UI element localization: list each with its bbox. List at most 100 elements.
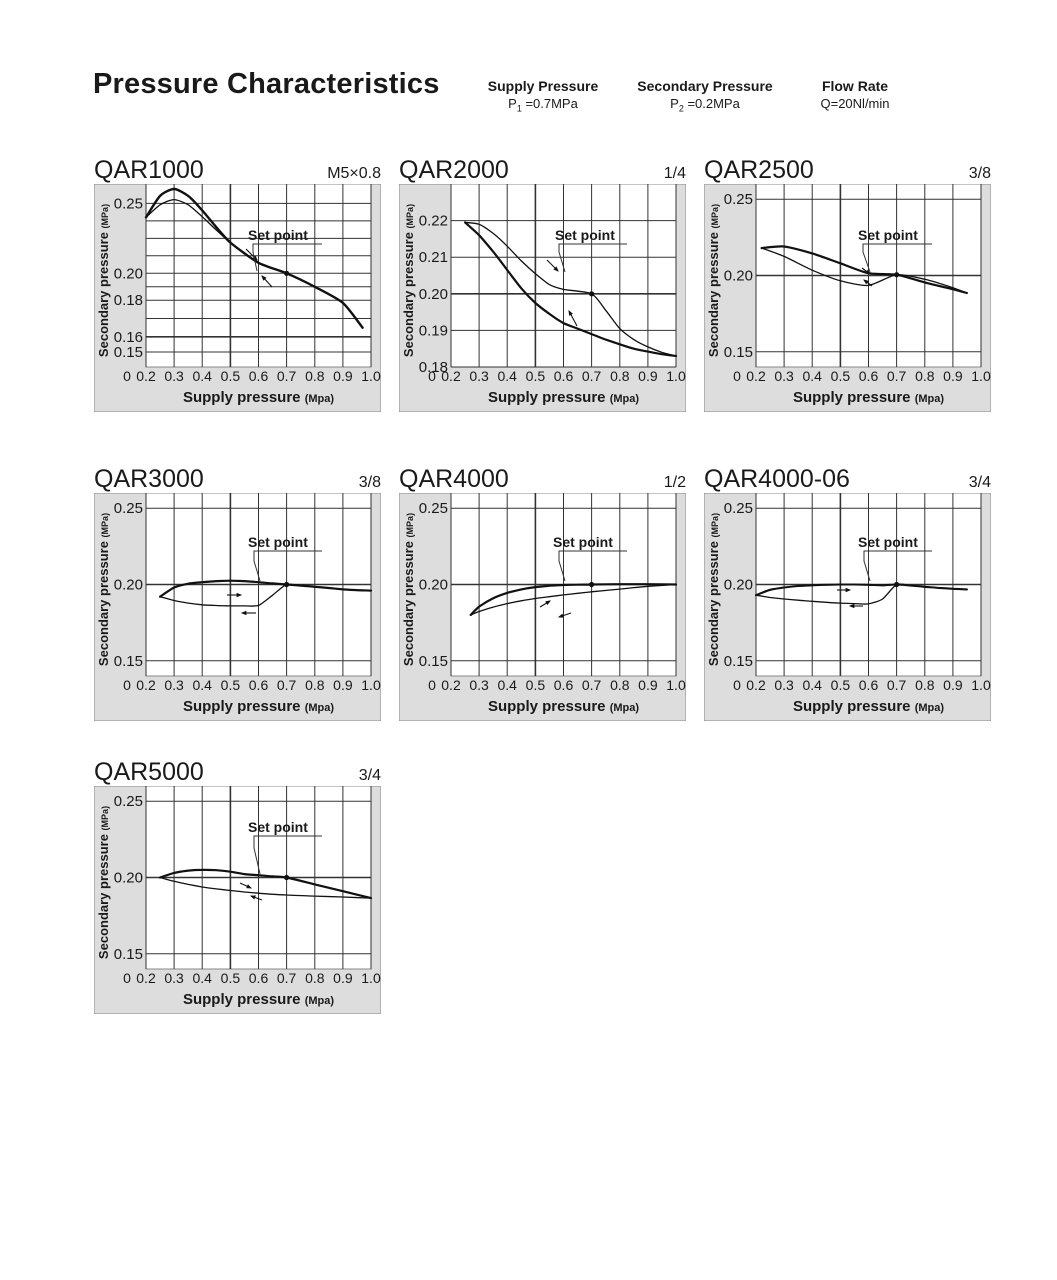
svg-text:0.15: 0.15 <box>724 653 753 670</box>
svg-text:0.4: 0.4 <box>192 677 212 693</box>
svg-text:0.20: 0.20 <box>724 268 753 285</box>
svg-text:Set point: Set point <box>858 227 918 243</box>
svg-text:0.8: 0.8 <box>610 677 630 693</box>
svg-text:0.5: 0.5 <box>526 368 546 384</box>
svg-text:0.9: 0.9 <box>943 368 963 384</box>
svg-text:0.20: 0.20 <box>419 577 448 594</box>
svg-text:0: 0 <box>428 677 436 693</box>
svg-text:0.2: 0.2 <box>136 677 156 693</box>
svg-text:0.25: 0.25 <box>114 793 143 810</box>
svg-text:0.3: 0.3 <box>774 677 794 693</box>
svg-text:0.2: 0.2 <box>746 368 766 384</box>
svg-text:0.4: 0.4 <box>802 677 822 693</box>
svg-text:0.8: 0.8 <box>915 677 935 693</box>
svg-text:0.7: 0.7 <box>582 368 602 384</box>
svg-text:0.2: 0.2 <box>136 970 156 986</box>
svg-text:0.3: 0.3 <box>469 677 489 693</box>
svg-text:0.25: 0.25 <box>114 500 143 517</box>
svg-text:0.20: 0.20 <box>114 265 143 282</box>
svg-text:0.9: 0.9 <box>638 368 658 384</box>
svg-text:0.15: 0.15 <box>114 653 143 670</box>
svg-text:0.8: 0.8 <box>915 368 935 384</box>
svg-text:0.2: 0.2 <box>441 368 461 384</box>
svg-text:0.9: 0.9 <box>943 677 963 693</box>
svg-text:0.15: 0.15 <box>724 344 753 361</box>
svg-text:Set point: Set point <box>858 534 918 550</box>
svg-text:0.9: 0.9 <box>638 677 658 693</box>
svg-text:Set point: Set point <box>248 534 308 550</box>
svg-text:0.3: 0.3 <box>164 368 184 384</box>
svg-text:0.22: 0.22 <box>419 213 448 230</box>
svg-text:0.8: 0.8 <box>305 368 325 384</box>
svg-text:0.3: 0.3 <box>469 368 489 384</box>
svg-text:0.5: 0.5 <box>221 970 241 986</box>
svg-text:0: 0 <box>123 677 131 693</box>
svg-text:0.4: 0.4 <box>497 368 517 384</box>
svg-text:1.0: 1.0 <box>971 677 991 693</box>
svg-text:1.0: 1.0 <box>666 368 686 384</box>
svg-text:0.7: 0.7 <box>277 970 297 986</box>
svg-text:0.15: 0.15 <box>114 946 143 963</box>
svg-text:1.0: 1.0 <box>361 970 381 986</box>
svg-text:0.25: 0.25 <box>419 500 448 517</box>
svg-text:0.21: 0.21 <box>419 249 448 266</box>
svg-text:Set point: Set point <box>248 819 308 835</box>
svg-text:0.7: 0.7 <box>277 368 297 384</box>
svg-text:0.7: 0.7 <box>887 677 907 693</box>
svg-text:0: 0 <box>733 677 741 693</box>
svg-text:0.5: 0.5 <box>831 368 851 384</box>
svg-text:0.2: 0.2 <box>441 677 461 693</box>
svg-text:0.20: 0.20 <box>114 577 143 594</box>
svg-text:0.5: 0.5 <box>221 368 241 384</box>
svg-text:0.6: 0.6 <box>859 368 879 384</box>
svg-text:0.3: 0.3 <box>774 368 794 384</box>
svg-text:0.25: 0.25 <box>724 191 753 208</box>
svg-text:0: 0 <box>123 368 131 384</box>
svg-text:0.3: 0.3 <box>164 970 184 986</box>
svg-text:0.6: 0.6 <box>249 677 269 693</box>
svg-text:0.6: 0.6 <box>859 677 879 693</box>
svg-text:0.19: 0.19 <box>419 322 448 339</box>
svg-text:0.4: 0.4 <box>802 368 822 384</box>
svg-text:0.9: 0.9 <box>333 970 353 986</box>
svg-text:1.0: 1.0 <box>361 368 381 384</box>
svg-text:0.4: 0.4 <box>192 368 212 384</box>
svg-text:0: 0 <box>733 368 741 384</box>
svg-text:1.0: 1.0 <box>666 677 686 693</box>
svg-text:0.15: 0.15 <box>114 344 143 361</box>
svg-text:0.7: 0.7 <box>887 368 907 384</box>
svg-text:0.9: 0.9 <box>333 368 353 384</box>
svg-text:0.18: 0.18 <box>114 292 143 309</box>
svg-text:0.8: 0.8 <box>610 368 630 384</box>
svg-text:1.0: 1.0 <box>361 677 381 693</box>
svg-text:0.8: 0.8 <box>305 677 325 693</box>
svg-text:0.4: 0.4 <box>497 677 517 693</box>
svg-text:0.4: 0.4 <box>192 970 212 986</box>
svg-text:0: 0 <box>428 368 436 384</box>
svg-text:0.8: 0.8 <box>305 970 325 986</box>
svg-text:1.0: 1.0 <box>971 368 991 384</box>
svg-text:0.20: 0.20 <box>724 577 753 594</box>
svg-text:Set point: Set point <box>553 534 613 550</box>
svg-text:0.20: 0.20 <box>419 286 448 303</box>
svg-text:0.6: 0.6 <box>249 368 269 384</box>
svg-text:0.7: 0.7 <box>582 677 602 693</box>
svg-text:0.6: 0.6 <box>554 677 574 693</box>
svg-text:0.9: 0.9 <box>333 677 353 693</box>
svg-text:0.25: 0.25 <box>114 195 143 212</box>
svg-text:Set point: Set point <box>248 227 308 243</box>
svg-text:Set point: Set point <box>555 227 615 243</box>
svg-text:0.2: 0.2 <box>136 368 156 384</box>
svg-text:0.6: 0.6 <box>249 970 269 986</box>
svg-text:0.6: 0.6 <box>554 368 574 384</box>
svg-text:0: 0 <box>123 970 131 986</box>
svg-text:0.25: 0.25 <box>724 500 753 517</box>
svg-text:0.20: 0.20 <box>114 870 143 887</box>
svg-text:0.7: 0.7 <box>277 677 297 693</box>
svg-text:0.2: 0.2 <box>746 677 766 693</box>
svg-text:0.5: 0.5 <box>221 677 241 693</box>
svg-text:0.5: 0.5 <box>831 677 851 693</box>
svg-text:0.3: 0.3 <box>164 677 184 693</box>
svg-text:0.5: 0.5 <box>526 677 546 693</box>
svg-text:0.15: 0.15 <box>419 653 448 670</box>
